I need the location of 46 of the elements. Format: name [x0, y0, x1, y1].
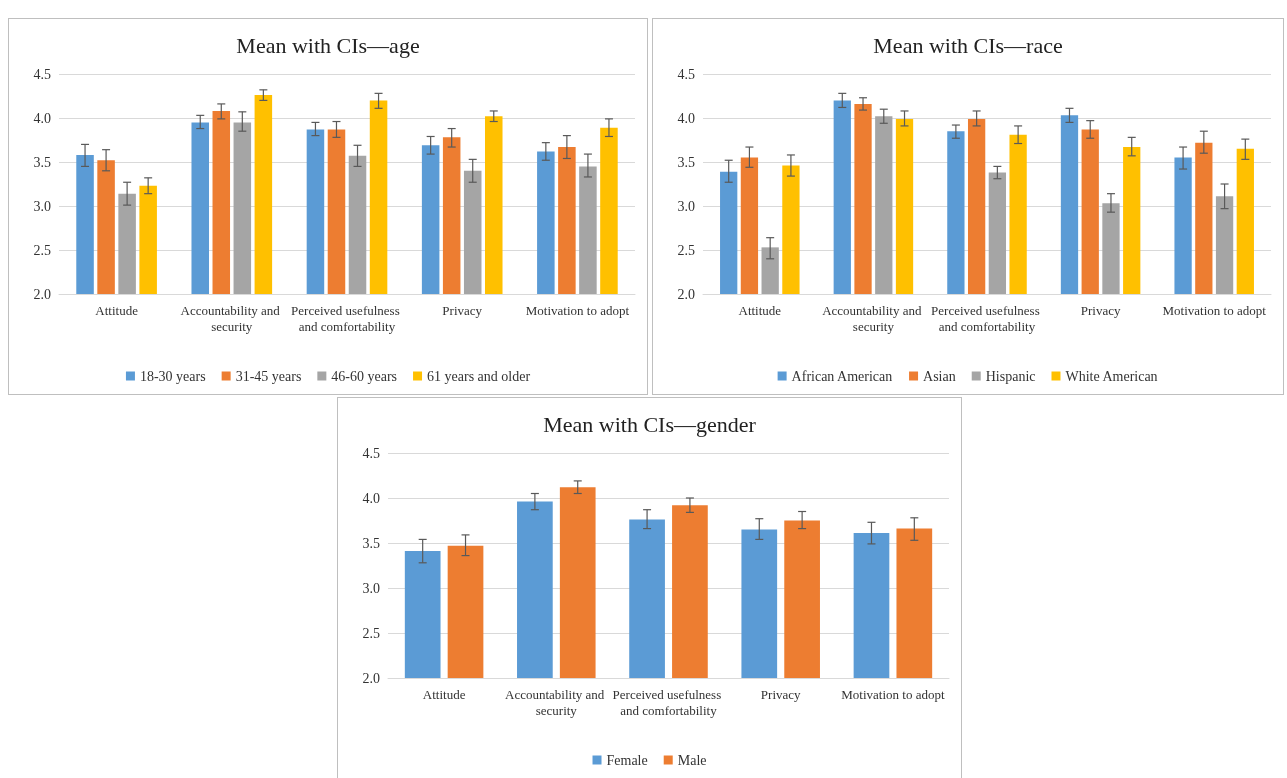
x-tick-label: Privacy: [1080, 302, 1121, 318]
y-tick-label: 4.5: [33, 66, 51, 82]
legend-label: 18-30 years: [139, 368, 206, 384]
y-tick-label: 2.5: [362, 625, 380, 641]
y-tick-label: 4.5: [362, 445, 380, 461]
x-tick-label: Privacy: [442, 302, 483, 318]
y-tick-label: 4.0: [677, 110, 695, 126]
legend-label: Female: [606, 752, 648, 768]
y-tick-label: 2.0: [677, 286, 695, 302]
legend-label: Male: [677, 752, 707, 768]
x-tick-label: Perceived usefulness and comfortability: [612, 686, 725, 718]
y-tick-label: 3.0: [33, 198, 51, 214]
x-tick-label: Attitude: [422, 686, 466, 702]
y-tick-label: 4.0: [362, 490, 380, 506]
y-tick-label: 3.5: [677, 154, 695, 170]
y-tick-label: 2.5: [677, 242, 695, 258]
legend-label: 46-60 years: [331, 368, 398, 384]
y-tick-label: 2.0: [362, 670, 380, 686]
y-tick-label: 3.5: [33, 154, 51, 170]
x-tick-label: Accountability and security: [822, 302, 925, 334]
legend-label: White American: [1065, 368, 1158, 384]
legend-label: Asian: [923, 368, 956, 384]
y-tick-label: 4.5: [677, 66, 695, 82]
x-tick-label: Motivation to adopt: [1162, 302, 1267, 318]
x-tick-label: Perceived usefulness and comfortability: [931, 302, 1043, 334]
legend-label: African American: [791, 368, 893, 384]
x-tick-label: Accountability and security: [505, 686, 608, 718]
x-tick-label: Attitude: [738, 302, 782, 318]
x-tick-label: Perceived usefulness and comfortability: [291, 302, 403, 334]
x-tick-label: Attitude: [95, 302, 139, 318]
chart-title: Mean with CIs—race: [873, 32, 1063, 58]
x-tick-label: Motivation to adopt: [525, 302, 630, 318]
y-tick-label: 3.5: [362, 535, 380, 551]
x-tick-label: Accountability and security: [180, 302, 284, 334]
chart-title: Mean with CIs—age: [236, 32, 420, 58]
chart-title: Mean with CIs—gender: [543, 411, 757, 437]
y-tick-label: 2.5: [33, 242, 51, 258]
legend-label: 61 years and older: [427, 368, 531, 384]
y-tick-label: 2.0: [33, 286, 51, 302]
legend-label: 31-45 years: [235, 368, 302, 384]
legend-label: Hispanic: [985, 368, 1036, 384]
x-tick-label: Motivation to adopt: [841, 686, 945, 702]
y-tick-label: 4.0: [33, 110, 51, 126]
x-tick-label: Privacy: [760, 686, 802, 702]
y-tick-label: 3.0: [677, 198, 695, 214]
y-tick-label: 3.0: [362, 580, 380, 596]
